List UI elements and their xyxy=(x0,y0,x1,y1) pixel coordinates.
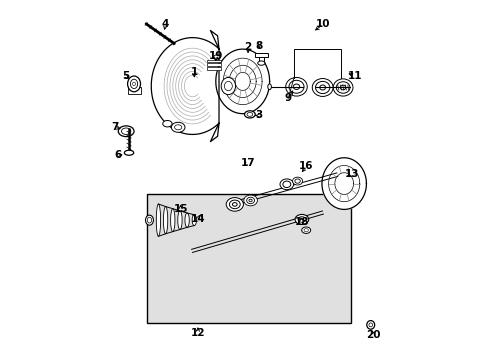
Ellipse shape xyxy=(301,227,310,233)
Text: 20: 20 xyxy=(365,330,379,340)
Ellipse shape xyxy=(127,76,140,92)
Text: 7: 7 xyxy=(111,122,118,132)
Text: 2: 2 xyxy=(244,42,251,52)
Ellipse shape xyxy=(288,80,304,93)
Ellipse shape xyxy=(174,125,182,130)
Ellipse shape xyxy=(248,199,252,202)
Bar xyxy=(206,67,221,69)
Text: 11: 11 xyxy=(347,71,362,81)
Polygon shape xyxy=(151,31,219,141)
Ellipse shape xyxy=(124,150,133,155)
Text: 3: 3 xyxy=(255,111,262,121)
Ellipse shape xyxy=(333,79,352,96)
Text: 13: 13 xyxy=(344,168,359,179)
Text: 5: 5 xyxy=(122,71,129,81)
Text: 14: 14 xyxy=(190,214,205,224)
Text: 18: 18 xyxy=(294,217,308,227)
Ellipse shape xyxy=(192,215,196,226)
Ellipse shape xyxy=(244,111,255,118)
Text: 1: 1 xyxy=(190,67,198,77)
Ellipse shape xyxy=(118,126,134,136)
Ellipse shape xyxy=(170,209,175,231)
Ellipse shape xyxy=(319,85,325,90)
Ellipse shape xyxy=(368,323,372,327)
Polygon shape xyxy=(215,49,269,114)
Text: 15: 15 xyxy=(173,204,187,215)
Text: 19: 19 xyxy=(208,51,223,61)
Ellipse shape xyxy=(340,85,345,90)
Polygon shape xyxy=(321,158,366,210)
Ellipse shape xyxy=(224,81,232,91)
Bar xyxy=(254,53,267,57)
Ellipse shape xyxy=(297,217,305,222)
Ellipse shape xyxy=(246,112,252,116)
Ellipse shape xyxy=(221,77,235,95)
Ellipse shape xyxy=(178,211,182,229)
Text: 8: 8 xyxy=(255,41,262,50)
Ellipse shape xyxy=(292,177,302,185)
Ellipse shape xyxy=(267,84,271,90)
Ellipse shape xyxy=(336,82,349,93)
Ellipse shape xyxy=(213,55,220,60)
Ellipse shape xyxy=(229,200,240,209)
Text: 6: 6 xyxy=(114,150,122,160)
Text: 10: 10 xyxy=(316,19,330,29)
Bar xyxy=(127,87,140,94)
Ellipse shape xyxy=(163,121,172,127)
Text: 17: 17 xyxy=(240,158,255,168)
Ellipse shape xyxy=(244,195,257,206)
Ellipse shape xyxy=(184,213,189,227)
Ellipse shape xyxy=(282,181,290,188)
Ellipse shape xyxy=(171,122,184,132)
Text: 16: 16 xyxy=(298,161,313,171)
Bar xyxy=(206,59,221,62)
Text: 12: 12 xyxy=(190,328,204,338)
Ellipse shape xyxy=(145,215,153,225)
Ellipse shape xyxy=(285,77,306,96)
Bar xyxy=(206,63,221,66)
Ellipse shape xyxy=(232,203,237,206)
Ellipse shape xyxy=(147,217,151,223)
Ellipse shape xyxy=(312,78,332,96)
Ellipse shape xyxy=(294,179,300,183)
Ellipse shape xyxy=(366,320,374,329)
Ellipse shape xyxy=(163,207,167,234)
Bar xyxy=(259,57,263,62)
Text: 9: 9 xyxy=(284,93,291,103)
Bar xyxy=(147,194,351,323)
Ellipse shape xyxy=(293,84,299,89)
Ellipse shape xyxy=(121,128,131,134)
Ellipse shape xyxy=(132,82,135,86)
Ellipse shape xyxy=(294,215,308,225)
Ellipse shape xyxy=(130,79,137,89)
Text: 4: 4 xyxy=(162,19,169,29)
Ellipse shape xyxy=(257,61,264,65)
Ellipse shape xyxy=(280,179,293,190)
Ellipse shape xyxy=(246,197,254,204)
Ellipse shape xyxy=(226,198,243,211)
Ellipse shape xyxy=(315,81,329,94)
Ellipse shape xyxy=(156,204,160,236)
Ellipse shape xyxy=(304,229,308,232)
